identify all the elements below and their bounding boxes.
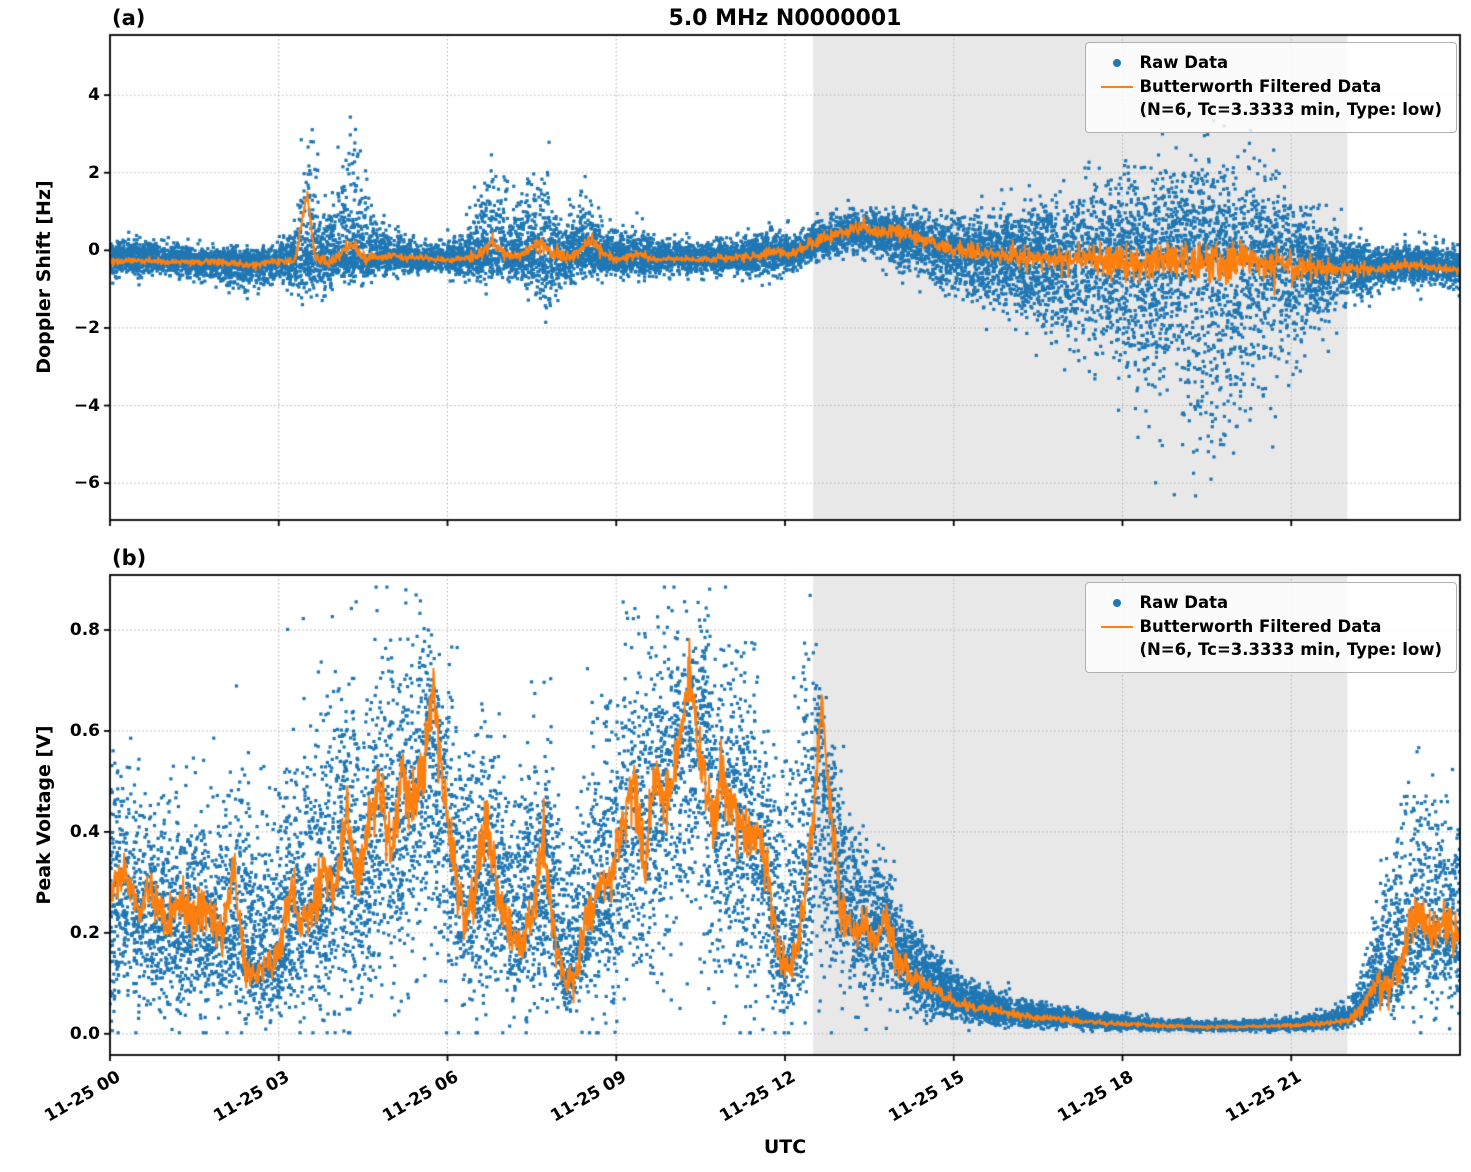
- legend-entry-raw: Raw Data: [1095, 52, 1442, 74]
- y-axis-label-doppler: Doppler Shift [Hz]: [33, 180, 55, 374]
- y-tick-label: 0.6: [69, 720, 100, 741]
- y-tick-label: 2: [88, 162, 100, 183]
- legend-raw-label: Raw Data: [1139, 53, 1229, 72]
- legend-filtered-label: Butterworth Filtered Data: [1139, 617, 1382, 637]
- y-tick-label: −2: [73, 317, 100, 338]
- y-tick-label: 0: [88, 240, 100, 261]
- y-tick-label: 4: [88, 85, 100, 106]
- filtered-line-icon: [1101, 626, 1134, 629]
- legend-entry-filtered: Butterworth Filtered Data (N=6, Tc=3.333…: [1095, 616, 1442, 661]
- legend-filtered-label: Butterworth Filtered Data: [1139, 77, 1382, 97]
- y-tick-label: 0.8: [69, 620, 100, 641]
- raw-data-dot-icon: [1113, 59, 1122, 67]
- filtered-line-icon: [1101, 86, 1134, 89]
- raw-data-dot-icon: [1113, 599, 1122, 607]
- legend-filtered-sublabel: (N=6, Tc=3.3333 min, Type: low): [1139, 639, 1442, 659]
- panel-a-label: (a): [112, 6, 146, 30]
- figure-title: 5.0 MHz N0000001: [668, 6, 902, 31]
- legend-entry-raw: Raw Data: [1095, 592, 1442, 614]
- y-axis-label-voltage: Peak Voltage [V]: [33, 725, 55, 905]
- y-tick-label: 0.2: [69, 922, 100, 943]
- y-tick-label: −6: [73, 473, 100, 494]
- legend-entry-filtered: Butterworth Filtered Data (N=6, Tc=3.333…: [1095, 76, 1442, 121]
- legend-raw-label: Raw Data: [1139, 593, 1229, 612]
- x-axis-label: UTC: [763, 1136, 807, 1158]
- y-tick-label: 0.0: [69, 1023, 100, 1044]
- panel-b-label: (b): [112, 546, 147, 570]
- y-tick-label: −4: [73, 395, 100, 416]
- y-tick-label: 0.4: [69, 821, 100, 842]
- legend-panel-a: Raw Data Butterworth Filtered Data (N=6,…: [1085, 42, 1457, 133]
- legend-panel-b: Raw Data Butterworth Filtered Data (N=6,…: [1085, 582, 1457, 673]
- legend-filtered-sublabel: (N=6, Tc=3.3333 min, Type: low): [1139, 99, 1442, 119]
